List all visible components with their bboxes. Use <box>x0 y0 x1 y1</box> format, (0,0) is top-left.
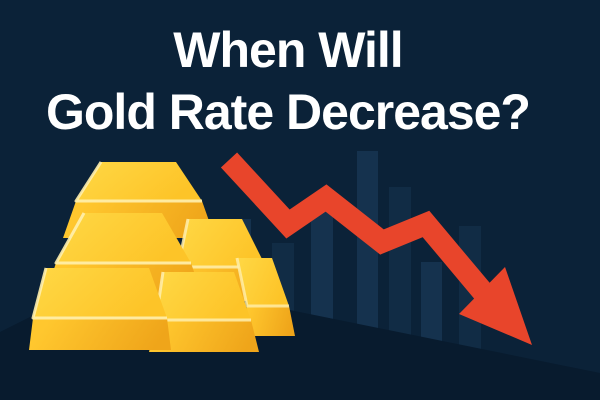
gold-ingot-bottom-right <box>235 257 295 336</box>
ingot-front-face <box>149 320 259 352</box>
ingot-top-face <box>56 213 191 263</box>
title: When Will Gold Rate Decrease? <box>46 22 531 140</box>
downward-trend-arrow-icon <box>220 152 532 345</box>
arrow-head <box>459 267 532 345</box>
silhouette-bar <box>357 151 378 360</box>
ingot-top-face <box>237 258 289 306</box>
gold-bars-illustration <box>29 161 295 352</box>
silhouette-bar <box>421 262 442 360</box>
ingot-front-face <box>29 318 171 350</box>
ingot-top-face <box>178 219 266 267</box>
ingot-edge-highlight <box>74 161 202 203</box>
ingot-top-face <box>156 272 251 320</box>
arrow-zigzag-shaft <box>220 152 492 300</box>
ingot-top-face <box>76 162 202 201</box>
gold-ingot-bottom-left <box>29 267 171 350</box>
title-line-2: Gold Rate Decrease? <box>46 84 530 140</box>
ingot-edge-highlight <box>31 267 167 320</box>
ingot-edge-highlight <box>235 257 289 308</box>
ingot-top-face <box>33 268 167 318</box>
ingot-front-face <box>242 306 295 336</box>
title-line-1: When Will <box>173 22 402 78</box>
ingot-edge-highlight <box>54 212 191 265</box>
